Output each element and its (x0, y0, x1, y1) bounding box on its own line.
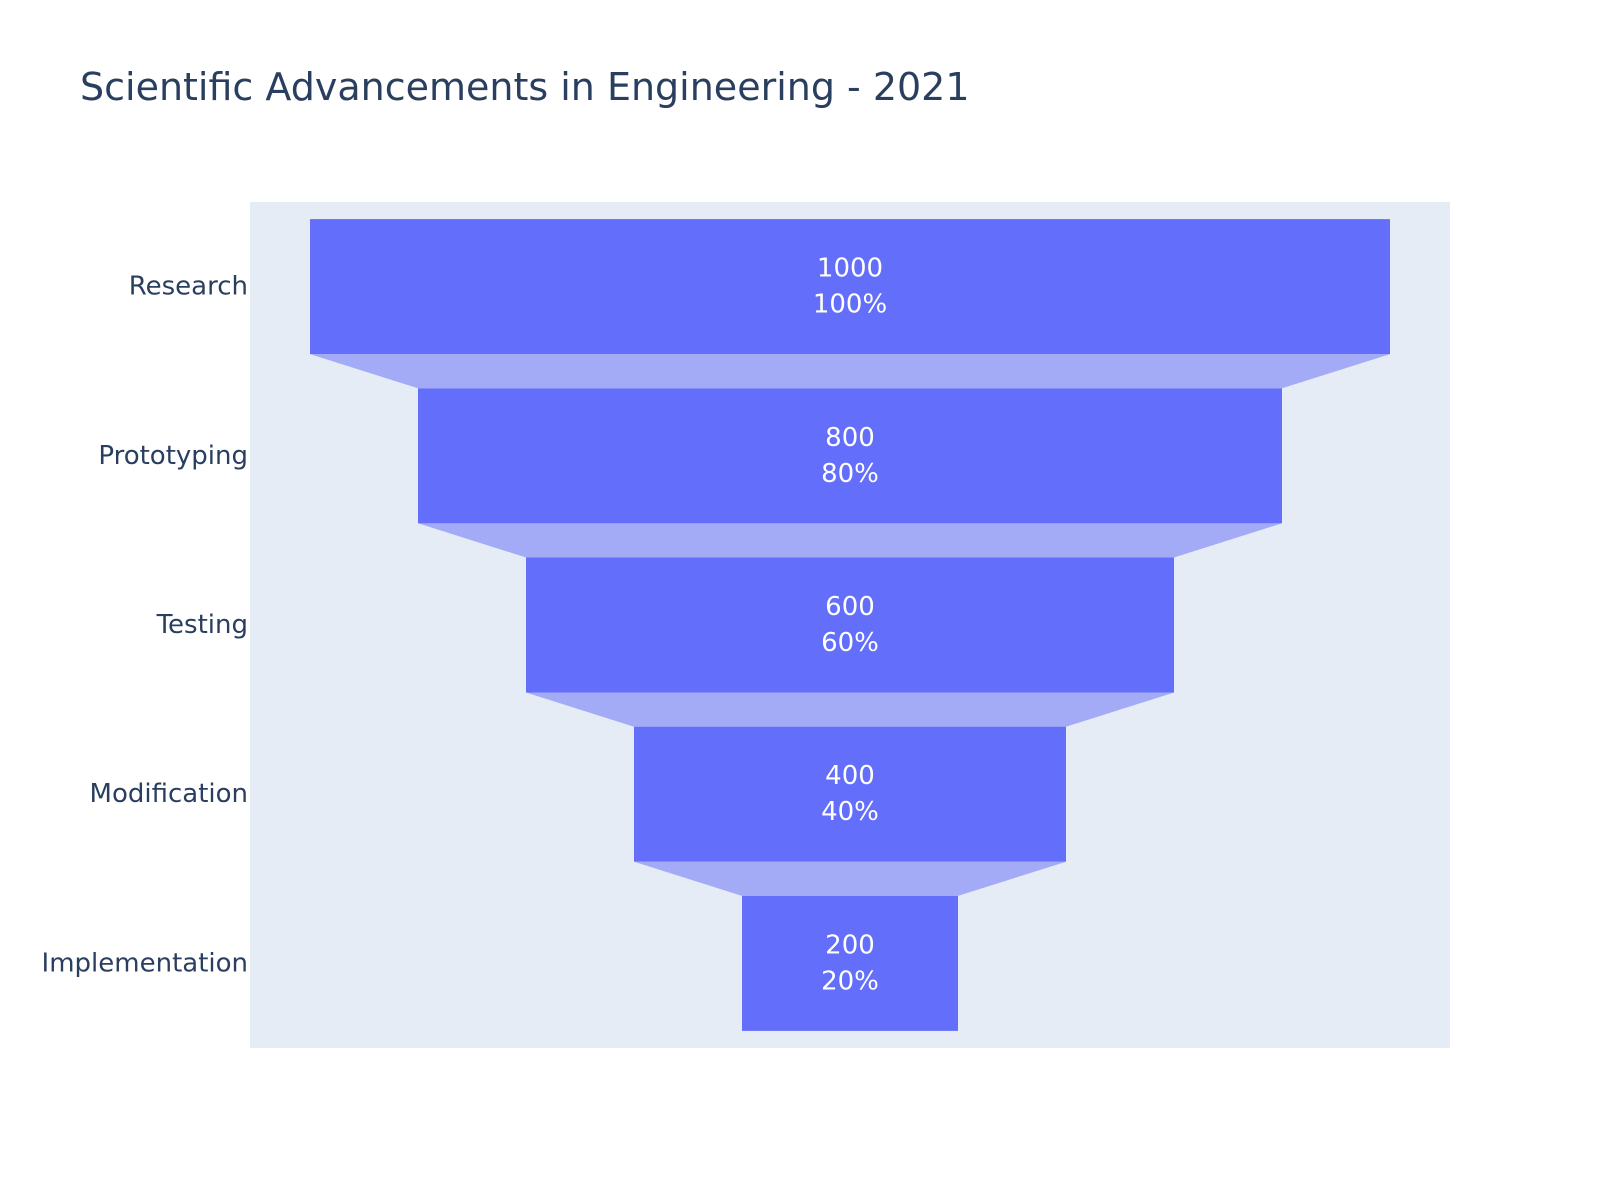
bar-data-labels: 1000 100% 800 80% 600 60% 400 40% 200 20% (813, 254, 887, 997)
funnel-bar-implementation (742, 895, 958, 1031)
bar-percent-label: 40% (821, 797, 879, 827)
funnel-bar-testing (526, 557, 1174, 693)
funnel-connector (634, 861, 1066, 896)
funnel-connector (310, 354, 1390, 389)
funnel-connector (418, 523, 1282, 558)
funnel-bars (310, 219, 1390, 1031)
y-axis-tick-labels: Research Prototyping Testing Modification Im… (42, 272, 248, 979)
funnel-connectors (310, 354, 1390, 896)
bar-percent-label: 20% (821, 966, 879, 996)
funnel-connector (526, 692, 1174, 727)
bar-value-label: 800 (825, 423, 875, 453)
y-tick-label: Testing (156, 610, 248, 640)
funnel-bar-research (310, 219, 1390, 355)
funnel-bar-modification (634, 726, 1066, 862)
y-tick-label: Research (129, 272, 248, 302)
bar-value-label: 600 (825, 592, 875, 622)
y-tick-label: Modification (90, 779, 248, 809)
funnel-bar-prototyping (418, 388, 1282, 524)
bar-percent-label: 80% (821, 459, 879, 489)
y-tick-label: Prototyping (98, 441, 248, 471)
bar-percent-label: 100% (813, 290, 887, 320)
chart-title: Scientific Advancements in Engineering -… (80, 65, 970, 109)
y-tick-label: Implementation (42, 948, 248, 978)
bar-percent-label: 60% (821, 628, 879, 658)
bar-value-label: 200 (825, 930, 875, 960)
bar-value-label: 400 (825, 761, 875, 791)
bar-value-label: 1000 (817, 254, 883, 284)
